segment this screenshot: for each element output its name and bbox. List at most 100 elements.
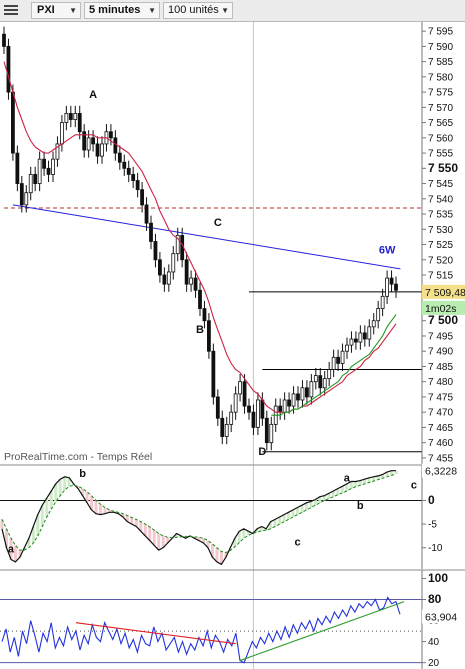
- candle: [131, 174, 136, 181]
- rsi-trend-line: [239, 601, 405, 662]
- rsi-value-tag: 63,904: [425, 611, 457, 623]
- candle: [327, 369, 332, 380]
- y-tick-label: 7 525: [428, 240, 453, 251]
- candle: [33, 174, 38, 184]
- y-tick-label: 7 455: [428, 453, 453, 464]
- candle: [336, 356, 340, 364]
- price-chart[interactable]: A B C D 6W 7 595 7 590 7 585 7 580 7 575 7 570 7 56…: [0, 22, 465, 669]
- y-tick-label: 100: [428, 571, 448, 585]
- last-price-tag-bg: [422, 284, 465, 299]
- y-tick-label: 7 550: [428, 161, 458, 175]
- candle: [376, 308, 381, 322]
- candle: [260, 399, 265, 419]
- y-tick-label: 7 460: [428, 438, 453, 449]
- candle: [193, 277, 198, 291]
- candle: [6, 45, 11, 93]
- candle: [215, 396, 220, 419]
- units-selector[interactable]: 100 unités ▼: [163, 2, 233, 19]
- candle: [318, 375, 323, 389]
- candle: [296, 393, 300, 401]
- rsi-panel: 1008060402063,904: [0, 569, 465, 669]
- symbol-selector[interactable]: PXI ▼: [31, 2, 81, 19]
- y-tick-label: 20: [428, 658, 440, 669]
- candle: [126, 167, 131, 175]
- candle: [171, 253, 176, 273]
- candle: [233, 393, 238, 413]
- candle: [117, 152, 122, 163]
- oscillator-value-tag-bg: [422, 463, 465, 478]
- candle: [269, 423, 274, 444]
- candle: [371, 320, 376, 328]
- candle: [60, 122, 64, 145]
- last-price-tag: 7 509,48: [425, 287, 465, 299]
- candle: [82, 131, 87, 151]
- candle: [11, 91, 15, 154]
- wave-label: C: [214, 217, 222, 229]
- rsi-value-tag-bg: [422, 609, 465, 624]
- candle: [367, 326, 372, 340]
- y-tick-label: 7 560: [428, 133, 453, 144]
- y-tick-label: 7 480: [428, 377, 453, 388]
- candle: [251, 411, 256, 428]
- y-tick-label: 7 535: [428, 210, 453, 221]
- wave-label: b: [79, 468, 86, 480]
- candle: [385, 277, 389, 297]
- candle: [28, 174, 33, 194]
- candle: [77, 113, 82, 133]
- candle: [282, 399, 287, 413]
- y-tick-label: 7 495: [428, 331, 453, 342]
- candle: [149, 222, 153, 242]
- y-tick-label: 7 585: [428, 57, 453, 68]
- chart-toolbar: PXI ▼ 5 minutes ▼ 100 unités ▼: [0, 0, 465, 22]
- wave-label: c: [294, 536, 300, 548]
- candle: [224, 423, 229, 437]
- oscillator-line: [1, 470, 396, 566]
- candle: [37, 158, 42, 184]
- candle: [247, 405, 251, 413]
- candle: [322, 378, 327, 389]
- units-label: 100 unités: [168, 4, 219, 16]
- y-tick-label: 7 530: [428, 225, 453, 236]
- candle: [140, 189, 144, 206]
- candle: [380, 295, 385, 309]
- symbol-label: PXI: [37, 4, 55, 16]
- candle: [68, 113, 73, 120]
- candle: [349, 338, 354, 346]
- candle: [300, 387, 305, 401]
- y-tick-label: 7 515: [428, 271, 453, 282]
- candle: [175, 234, 180, 255]
- chevron-down-icon: ▼: [148, 6, 156, 15]
- candle: [264, 417, 269, 444]
- candle: [24, 192, 29, 206]
- wave-label: D: [258, 446, 266, 458]
- chevron-down-icon: ▼: [69, 6, 77, 15]
- candle: [144, 204, 149, 224]
- moving-average-fast: [271, 314, 397, 416]
- y-tick-label: 7 475: [428, 392, 453, 403]
- wave-label: B: [196, 324, 204, 336]
- candle: [229, 411, 234, 425]
- candle: [242, 381, 247, 407]
- y-tick-label: 7 545: [428, 179, 453, 190]
- y-tick-label: 7 555: [428, 149, 453, 160]
- countdown-tag: 1m02s: [425, 303, 457, 315]
- y-tick-label: 80: [428, 592, 442, 606]
- candle: [331, 356, 336, 370]
- hamburger-menu-icon[interactable]: [4, 3, 18, 17]
- candle: [135, 180, 140, 191]
- candle: [109, 131, 113, 139]
- wave-label: a: [344, 473, 351, 485]
- price-panel: A B C D 6W 7 595 7 590 7 585 7 580 7 575 7 570 7 56…: [2, 22, 465, 669]
- y-tick-label: 7 575: [428, 88, 453, 99]
- candle: [389, 277, 394, 285]
- candle: [220, 417, 225, 437]
- candle: [46, 167, 51, 175]
- candle: [64, 113, 69, 123]
- wave-label: c: [411, 480, 417, 492]
- candle: [354, 338, 358, 343]
- period-selector[interactable]: 5 minutes ▼: [84, 2, 160, 19]
- candle: [309, 381, 314, 398]
- watermark: ProRealTime.com - Temps Réel: [4, 451, 152, 463]
- oscillator-value-tag: 6,3228: [425, 466, 457, 478]
